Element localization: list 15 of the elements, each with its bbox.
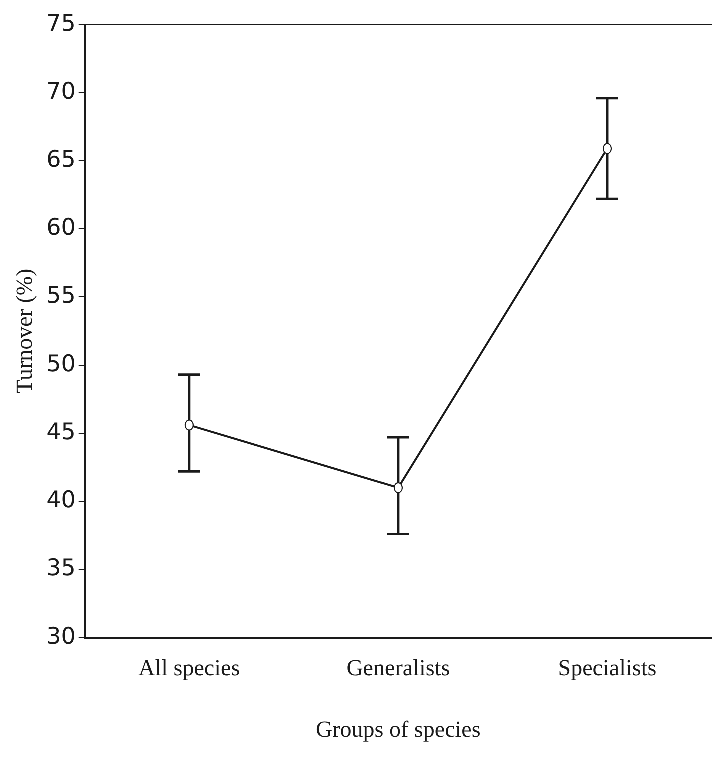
x-tick-label: Generalists bbox=[346, 656, 450, 681]
y-tick-label: 45 bbox=[46, 419, 76, 446]
y-tick-label: 75 bbox=[46, 10, 76, 37]
y-tick-label: 35 bbox=[46, 556, 76, 582]
y-tick-label: 55 bbox=[46, 283, 76, 310]
x-axis-title: Groups of species bbox=[316, 717, 481, 742]
y-tick-label: 30 bbox=[46, 624, 76, 650]
y-tick-label: 60 bbox=[46, 215, 76, 242]
x-tick-label: All species bbox=[138, 656, 240, 681]
y-axis-title: Turnover (%) bbox=[12, 268, 37, 394]
y-tick-label: 50 bbox=[46, 351, 76, 378]
y-tick-label: 40 bbox=[46, 488, 76, 514]
y-tick-label: 70 bbox=[46, 78, 76, 105]
x-tick-label: Specialists bbox=[558, 656, 657, 681]
y-tick-label: 65 bbox=[46, 146, 76, 173]
